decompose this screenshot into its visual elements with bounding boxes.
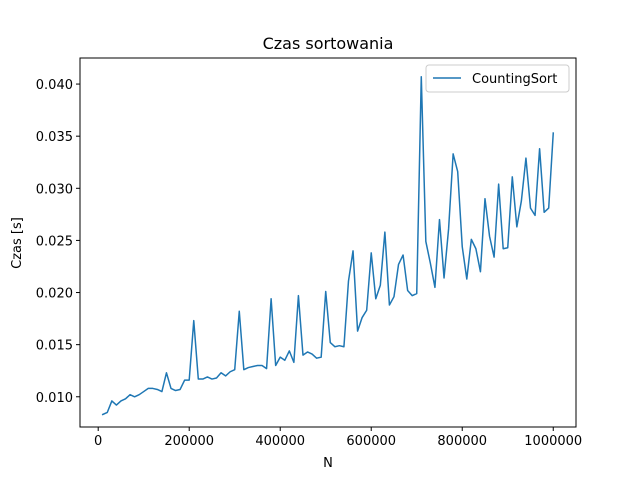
x-tick-label: 0	[94, 434, 102, 449]
y-tick-label: 0.025	[36, 234, 73, 249]
legend: CountingSort	[425, 64, 570, 93]
legend-label-countingsort: CountingSort	[472, 72, 557, 87]
x-tick-label: 800000	[437, 434, 487, 449]
series-line-countingsort	[101, 76, 555, 416]
y-tick-label: 0.015	[36, 339, 73, 354]
chart-title: Czas sortowania	[263, 34, 394, 53]
x-axis-label: N	[323, 456, 333, 471]
legend-frame	[425, 64, 570, 93]
plot-area: 0 200000 400000 600000 800000 1000000 0.010 0.0…	[36, 76, 582, 449]
y-tick-label: 0.020	[36, 287, 73, 302]
axes-frame	[79, 57, 577, 428]
y-tick-label: 0.035	[36, 130, 73, 145]
y-axis-label: Czas [s]	[10, 217, 25, 269]
y-tick-label: 0.040	[36, 78, 73, 93]
x-tick-label: 400000	[255, 434, 305, 449]
x-tick-label: 600000	[346, 434, 396, 449]
y-tick-label: 0.030	[36, 182, 73, 197]
x-tick-label: 1000000	[524, 434, 582, 449]
x-tick-label: 200000	[164, 434, 214, 449]
y-tick-label: 0.010	[36, 391, 73, 406]
